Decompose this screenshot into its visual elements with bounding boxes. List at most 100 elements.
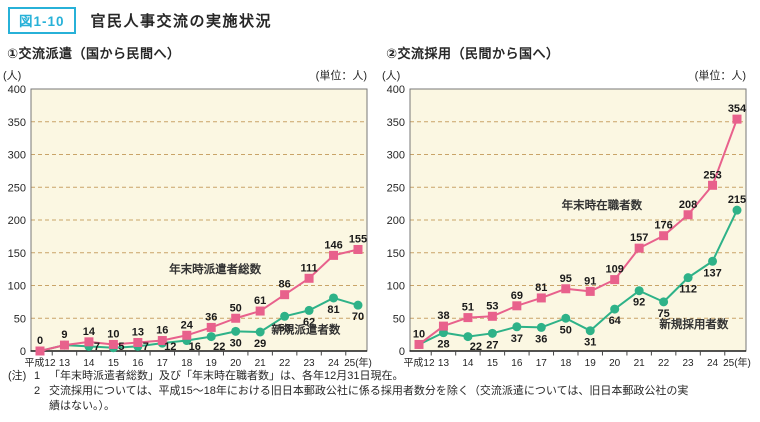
svg-text:7: 7 — [143, 341, 149, 353]
svg-text:400: 400 — [387, 84, 405, 96]
data-point-marker — [353, 300, 363, 310]
figure-number-badge: 図1-10 — [8, 7, 76, 34]
svg-text:112: 112 — [679, 284, 697, 296]
svg-text:200: 200 — [8, 215, 26, 227]
svg-text:354: 354 — [728, 103, 747, 115]
data-point-marker — [561, 313, 571, 323]
data-point-marker — [463, 313, 473, 323]
svg-text:155: 155 — [349, 233, 367, 245]
svg-text:29: 29 — [254, 338, 266, 350]
data-point-marker — [133, 337, 143, 347]
series-label-新規派遣者数: 新規派遣者数 — [271, 322, 340, 336]
svg-text:208: 208 — [679, 199, 697, 211]
svg-text:53: 53 — [486, 300, 498, 312]
svg-text:27: 27 — [486, 339, 498, 351]
svg-text:15: 15 — [108, 358, 120, 369]
svg-text:31: 31 — [584, 337, 596, 349]
line-chart-recruit: (人) (単位：人) 0 50 100 150 200 250 300 350 400 平成12 13 1… — [382, 68, 751, 369]
svg-text:50: 50 — [14, 313, 26, 325]
value-labels-新規採用者数: 28 22 27 37 36 50 31 64 92 75 112 137 215 — [437, 194, 746, 353]
svg-text:14: 14 — [83, 326, 96, 338]
data-point-marker — [329, 250, 339, 260]
svg-text:19: 19 — [206, 358, 218, 369]
x-axis-ticks — [51, 351, 347, 356]
svg-text:91: 91 — [584, 275, 596, 287]
svg-text:157: 157 — [630, 232, 648, 244]
series-label-新規採用者数: 新規採用者数 — [659, 317, 728, 331]
data-point-marker — [732, 205, 742, 215]
svg-text:38: 38 — [437, 310, 449, 322]
footnote-2: 2 交流採用については、平成15～18年における旧日本郵政公社に係る採用者数分を… — [8, 384, 754, 414]
svg-text:95: 95 — [560, 273, 572, 285]
value-labels-年末時派遣者総数: 0 9 14 10 13 16 24 36 50 61 86 111 146 155 — [37, 233, 367, 347]
data-point-marker — [512, 322, 522, 332]
value-labels-新規派遣者数: 7 5 7 12 16 22 30 29 53 62 81 70 — [94, 304, 364, 353]
svg-text:18: 18 — [560, 358, 572, 369]
data-point-marker — [157, 336, 167, 346]
svg-text:14: 14 — [83, 358, 95, 369]
data-point-marker — [59, 340, 69, 350]
svg-text:7: 7 — [94, 341, 100, 353]
data-point-marker — [206, 322, 216, 332]
series-label-年末時在職者数: 年末時在職者数 — [562, 198, 643, 212]
value-labels-年末時在職者数: 10 38 51 53 69 81 95 91 109 157 176 208 253 354 — [413, 103, 747, 340]
svg-text:16: 16 — [511, 358, 523, 369]
svg-text:176: 176 — [654, 220, 672, 232]
series-年末時派遣者総数 — [35, 244, 363, 356]
svg-text:250: 250 — [387, 182, 405, 194]
svg-text:15: 15 — [487, 358, 499, 369]
chart-panel-recruit: ②交流採用（民間から国へ） (人) (単位：人) 0 50 100 150 200 250 30… — [380, 43, 754, 371]
svg-text:70: 70 — [352, 311, 364, 323]
chart-title-dispatch: ①交流派遣（国から民間へ） — [7, 46, 181, 61]
data-point-marker — [35, 346, 45, 356]
data-point-marker — [708, 180, 718, 190]
gridlines — [410, 121, 746, 319]
data-point-marker — [206, 332, 216, 342]
svg-text:300: 300 — [387, 150, 405, 162]
svg-text:22: 22 — [658, 358, 670, 369]
svg-text:0: 0 — [37, 335, 43, 347]
svg-text:23: 23 — [304, 358, 316, 369]
data-point-marker — [512, 301, 522, 311]
data-point-marker — [414, 339, 424, 349]
svg-text:61: 61 — [254, 295, 266, 307]
svg-text:13: 13 — [59, 358, 71, 369]
svg-text:19: 19 — [585, 358, 597, 369]
svg-text:51: 51 — [462, 302, 474, 314]
svg-text:13: 13 — [438, 358, 450, 369]
data-point-marker — [683, 210, 693, 220]
data-point-marker — [304, 305, 314, 315]
svg-text:25(年): 25(年) — [344, 356, 372, 369]
data-point-marker — [585, 326, 595, 336]
data-point-marker — [732, 114, 742, 124]
svg-text:(人): (人) — [3, 69, 21, 82]
data-point-marker — [487, 328, 497, 338]
data-point-marker — [280, 290, 290, 300]
svg-text:86: 86 — [278, 279, 290, 291]
footnote-1-text: 「年末時派遣者総数」及び「年末時在職者数」は、各年12月31日現在。 — [49, 370, 404, 382]
svg-text:25(年): 25(年) — [723, 356, 751, 369]
svg-text:10: 10 — [413, 328, 425, 340]
data-point-marker — [329, 293, 339, 303]
svg-text:150: 150 — [8, 248, 26, 260]
svg-text:0: 0 — [20, 346, 26, 358]
svg-text:17: 17 — [157, 358, 169, 369]
footnote-2-number: 2 — [34, 385, 41, 398]
svg-text:16: 16 — [156, 325, 168, 337]
svg-text:64: 64 — [609, 315, 622, 327]
data-point-marker — [659, 231, 669, 241]
data-point-marker — [255, 306, 265, 316]
svg-text:400: 400 — [8, 84, 26, 96]
data-point-marker — [108, 339, 118, 349]
svg-text:36: 36 — [205, 311, 217, 323]
data-point-marker — [585, 286, 595, 296]
svg-text:62: 62 — [303, 316, 315, 328]
svg-text:14: 14 — [462, 358, 474, 369]
data-point-marker — [463, 332, 473, 342]
chart-panel-dispatch: ①交流派遣（国から民間へ） (人) (単位：人) 0 50 100 150 200 250 30… — [1, 43, 375, 371]
svg-text:50: 50 — [393, 313, 405, 325]
svg-text:22: 22 — [470, 341, 482, 353]
svg-text:18: 18 — [181, 358, 193, 369]
footnote-label: (注) — [8, 370, 27, 382]
svg-text:350: 350 — [8, 117, 26, 129]
